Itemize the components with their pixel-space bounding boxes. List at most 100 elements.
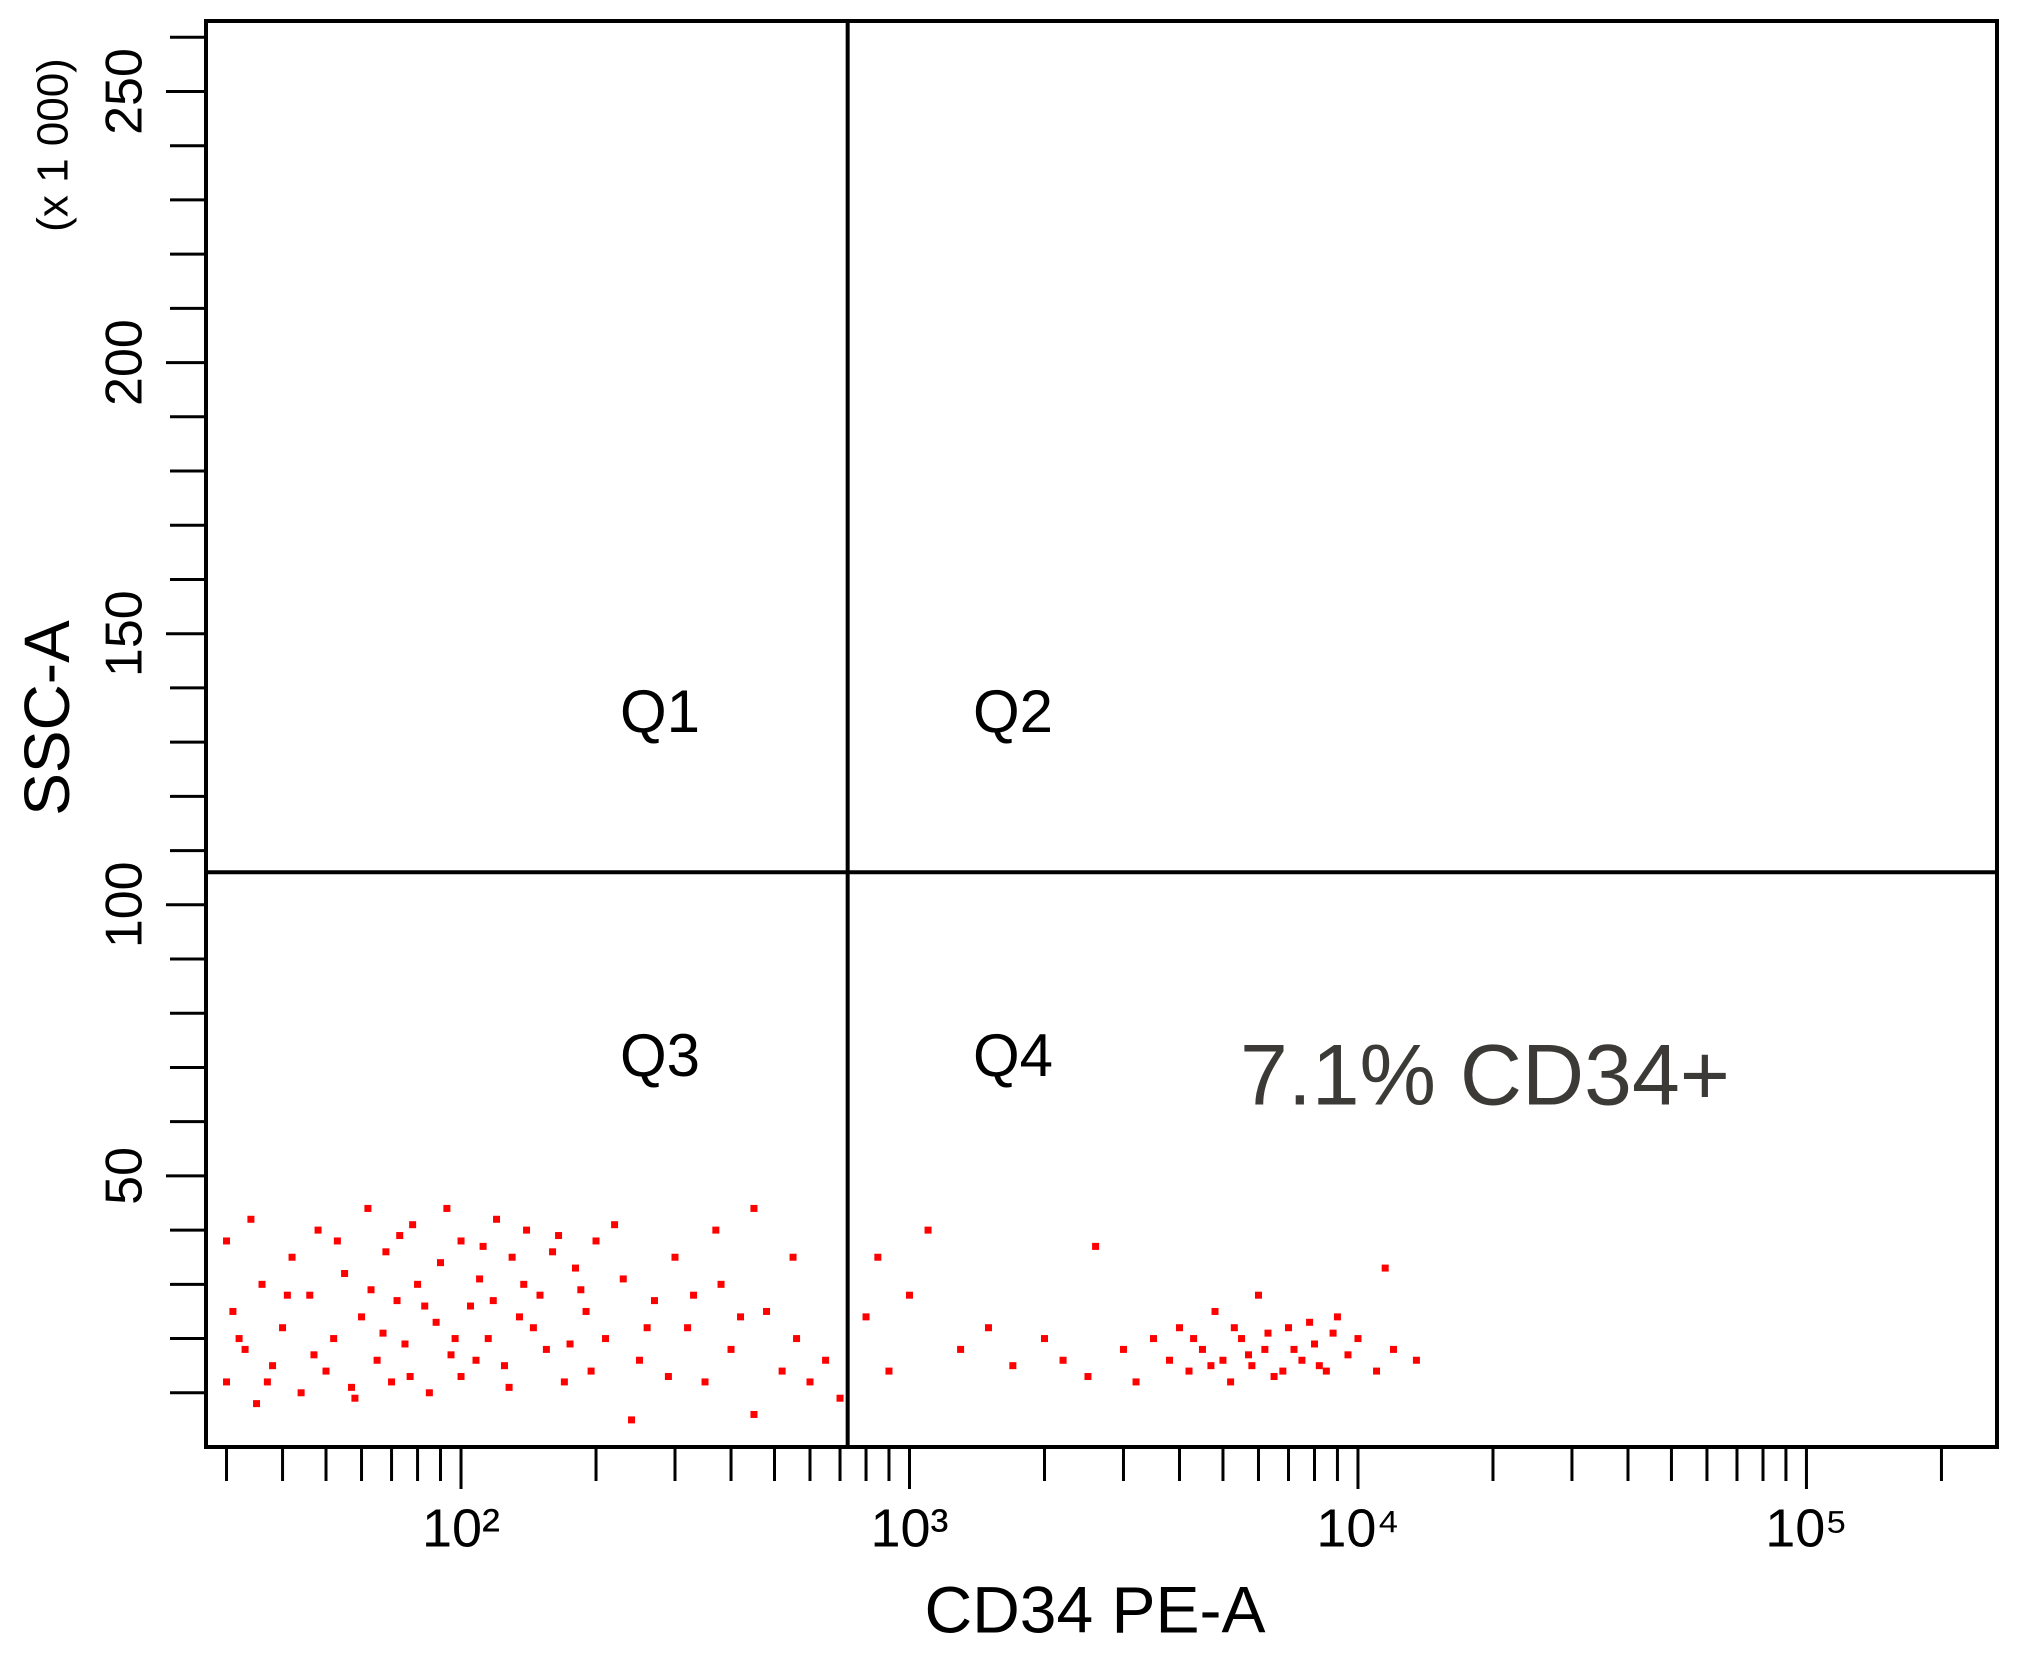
x-axis-label: CD34 PE-A bbox=[924, 1572, 1265, 1646]
point bbox=[1322, 1367, 1330, 1375]
point bbox=[1238, 1335, 1246, 1343]
point bbox=[457, 1373, 465, 1381]
point bbox=[436, 1259, 444, 1267]
point bbox=[406, 1373, 414, 1381]
point bbox=[364, 1204, 372, 1212]
point bbox=[341, 1269, 349, 1277]
point bbox=[508, 1253, 516, 1261]
quadrant-label: Q3 bbox=[620, 1022, 700, 1089]
point bbox=[664, 1373, 672, 1381]
point bbox=[592, 1237, 600, 1245]
plot-frame bbox=[204, 19, 1999, 1449]
point bbox=[1119, 1345, 1127, 1353]
point bbox=[924, 1226, 932, 1234]
point bbox=[1279, 1367, 1287, 1375]
point bbox=[1298, 1356, 1306, 1364]
point bbox=[1211, 1307, 1219, 1315]
point bbox=[789, 1253, 797, 1261]
point bbox=[763, 1307, 771, 1315]
point bbox=[1190, 1335, 1198, 1343]
point bbox=[1311, 1340, 1319, 1348]
point bbox=[1009, 1362, 1017, 1370]
quadrant-label: Q1 bbox=[620, 678, 700, 745]
point bbox=[500, 1362, 508, 1370]
point bbox=[566, 1340, 574, 1348]
point bbox=[247, 1215, 255, 1223]
point bbox=[472, 1356, 480, 1364]
point bbox=[1207, 1362, 1215, 1370]
point bbox=[1041, 1335, 1049, 1343]
point bbox=[684, 1324, 692, 1332]
point bbox=[425, 1389, 433, 1397]
point bbox=[310, 1351, 318, 1359]
x-tick-label: 10⁵ bbox=[1765, 1498, 1847, 1558]
point bbox=[379, 1329, 387, 1337]
point bbox=[1132, 1378, 1140, 1386]
point bbox=[1092, 1242, 1100, 1250]
point bbox=[1344, 1351, 1352, 1359]
point bbox=[602, 1335, 610, 1343]
point bbox=[1261, 1345, 1269, 1353]
point bbox=[388, 1378, 396, 1386]
point bbox=[263, 1378, 271, 1386]
point bbox=[1059, 1356, 1067, 1364]
point bbox=[1227, 1378, 1235, 1386]
point bbox=[712, 1226, 720, 1234]
point bbox=[479, 1242, 487, 1250]
y-tick-label: 250 bbox=[96, 48, 154, 135]
point bbox=[643, 1324, 651, 1332]
point bbox=[258, 1280, 266, 1288]
point bbox=[822, 1356, 830, 1364]
point bbox=[1166, 1356, 1174, 1364]
point bbox=[1315, 1362, 1323, 1370]
point bbox=[229, 1307, 237, 1315]
point bbox=[269, 1362, 277, 1370]
point bbox=[587, 1367, 595, 1375]
point bbox=[701, 1378, 709, 1386]
point bbox=[862, 1313, 870, 1321]
point bbox=[750, 1410, 758, 1418]
point bbox=[1254, 1291, 1262, 1299]
point bbox=[874, 1253, 882, 1261]
y-tick-label: 50 bbox=[96, 1147, 154, 1205]
point bbox=[611, 1221, 619, 1229]
point bbox=[671, 1253, 679, 1261]
point bbox=[1412, 1356, 1420, 1364]
x-tick-label: 10³ bbox=[870, 1498, 948, 1558]
point bbox=[451, 1335, 459, 1343]
y-tick-label: 100 bbox=[96, 861, 154, 948]
x-tick-label: 10⁴ bbox=[1316, 1498, 1399, 1558]
point bbox=[457, 1237, 465, 1245]
point bbox=[523, 1226, 531, 1234]
quadrant-label: Q2 bbox=[973, 678, 1053, 745]
point bbox=[447, 1351, 455, 1359]
point bbox=[1270, 1373, 1278, 1381]
point bbox=[529, 1324, 537, 1332]
point bbox=[358, 1313, 366, 1321]
point bbox=[330, 1335, 338, 1343]
point bbox=[572, 1264, 580, 1272]
point bbox=[806, 1378, 814, 1386]
point bbox=[1381, 1264, 1389, 1272]
point bbox=[650, 1297, 658, 1305]
point bbox=[793, 1335, 801, 1343]
point bbox=[409, 1221, 417, 1229]
point bbox=[505, 1383, 513, 1391]
point bbox=[279, 1324, 287, 1332]
point bbox=[1389, 1345, 1397, 1353]
point bbox=[476, 1275, 484, 1283]
point bbox=[1373, 1367, 1381, 1375]
point bbox=[555, 1232, 563, 1240]
point bbox=[348, 1383, 356, 1391]
point bbox=[778, 1367, 786, 1375]
point bbox=[393, 1297, 401, 1305]
point bbox=[549, 1248, 557, 1256]
point bbox=[421, 1302, 429, 1310]
x-tick-label: 10² bbox=[422, 1498, 500, 1558]
point bbox=[536, 1291, 544, 1299]
point bbox=[619, 1275, 627, 1283]
point bbox=[241, 1345, 249, 1353]
point bbox=[1264, 1329, 1272, 1337]
